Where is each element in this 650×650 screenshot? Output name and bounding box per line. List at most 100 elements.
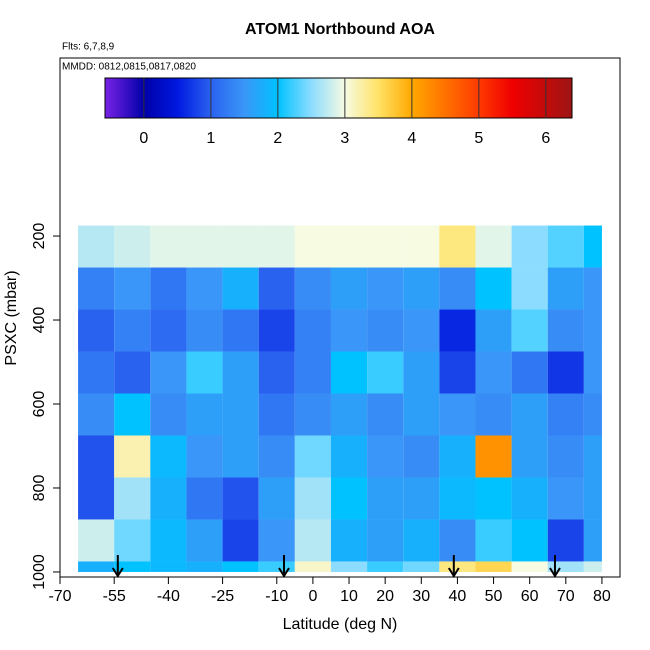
heat-cell (114, 561, 151, 572)
x-tick-label: -25 (211, 588, 234, 605)
heat-cell (511, 519, 548, 562)
heat-cell (547, 225, 584, 268)
heat-cell (258, 351, 295, 394)
heat-cell (294, 561, 331, 572)
x-tick-label: 10 (340, 588, 358, 605)
heat-cell (367, 309, 404, 352)
heat-cell (150, 225, 187, 268)
heat-cell (258, 435, 295, 478)
y-tick-label: 1000 (31, 554, 48, 590)
heat-cell (511, 393, 548, 436)
y-tick-label: 400 (31, 307, 48, 334)
heat-cell (367, 435, 404, 478)
heat-cell (547, 435, 584, 478)
heat-cell (258, 267, 295, 310)
heat-cell (78, 477, 115, 520)
heat-cell (330, 477, 368, 520)
heat-cell (547, 477, 584, 520)
heat-cell (258, 477, 295, 520)
x-axis-label: Latitude (deg N) (283, 616, 398, 633)
heat-cell (78, 435, 115, 478)
heat-cell (475, 561, 512, 572)
heat-cell (583, 351, 602, 394)
heat-cell (583, 267, 602, 310)
arrow-head (447, 567, 460, 578)
heat-cell (186, 435, 223, 478)
heat-cell (150, 267, 187, 310)
heat-cell (222, 351, 259, 394)
heat-cell (222, 477, 259, 520)
x-tick-label: -40 (157, 588, 180, 605)
heat-cell (78, 519, 115, 562)
x-tick-label: -70 (48, 588, 71, 605)
heat-cell (258, 309, 295, 352)
heat-cell (547, 351, 584, 394)
x-tick-label: 20 (376, 588, 394, 605)
x-tick-label: 50 (485, 588, 503, 605)
heat-cell (78, 351, 115, 394)
heat-cell (78, 309, 115, 352)
colorbar-tick-label: 2 (273, 130, 282, 147)
heat-cell (186, 351, 223, 394)
annotation: MMDD: 0812,0815,0817,0820 (62, 62, 196, 73)
heat-cell (330, 267, 368, 310)
heat-cell (583, 393, 602, 436)
heat-cell (403, 435, 440, 478)
heat-cell (150, 393, 187, 436)
heat-cell (186, 309, 223, 352)
colorbar-tick-label: 5 (474, 130, 483, 147)
heat-cell (367, 225, 404, 268)
arrow-head (278, 567, 290, 578)
heat-cell (186, 225, 223, 268)
heat-cell (114, 519, 151, 562)
y-axis-label: PSXC (mbar) (3, 270, 20, 365)
heat-cell (114, 267, 151, 310)
heat-cell (475, 477, 512, 520)
heat-cell (583, 477, 602, 520)
heat-cell (114, 393, 151, 436)
arrow (278, 555, 290, 578)
heat-cell (403, 393, 440, 436)
colorbar-tick-label: 1 (206, 130, 215, 147)
heat-cell (367, 477, 404, 520)
heat-cell (439, 393, 476, 436)
x-tick-label: 40 (449, 588, 467, 605)
heat-cell (294, 393, 331, 436)
heat-cell (186, 561, 223, 572)
heat-cell (330, 561, 368, 572)
heat-cell (403, 267, 440, 310)
heat-cell (547, 309, 584, 352)
heat-cell (439, 561, 476, 572)
arrow (447, 555, 460, 578)
heat-cell (150, 435, 187, 478)
annotation: Flts: 6,7,8,9 (62, 42, 115, 53)
heat-cell (439, 435, 476, 478)
heat-cell (439, 477, 476, 520)
y-tick-label: 600 (31, 391, 48, 418)
heat-cell (78, 267, 115, 310)
heat-cell (114, 225, 151, 268)
colorbar-tick-label: 0 (139, 130, 148, 147)
x-tick-label: -55 (103, 588, 126, 605)
heat-cell (583, 435, 602, 478)
heat-cell (330, 309, 368, 352)
heat-cell (330, 351, 368, 394)
colorbar (104, 77, 573, 119)
arrow-head (549, 567, 561, 578)
colorbar-tick-label: 6 (541, 130, 550, 147)
x-tick-label: 60 (521, 588, 539, 605)
heat-cell (475, 435, 512, 478)
heat-cell (511, 225, 548, 268)
heat-cell (150, 351, 187, 394)
heat-cell (439, 519, 476, 562)
heat-cell (114, 477, 151, 520)
heat-cell (547, 519, 584, 562)
heat-cell (294, 477, 331, 520)
heat-cell (186, 519, 223, 562)
heat-cell (583, 309, 602, 352)
y-tick-label: 200 (31, 223, 48, 250)
heat-cell (547, 267, 584, 310)
x-tick-label: 80 (593, 588, 611, 605)
heat-cell (439, 267, 476, 310)
heat-cell (475, 519, 512, 562)
